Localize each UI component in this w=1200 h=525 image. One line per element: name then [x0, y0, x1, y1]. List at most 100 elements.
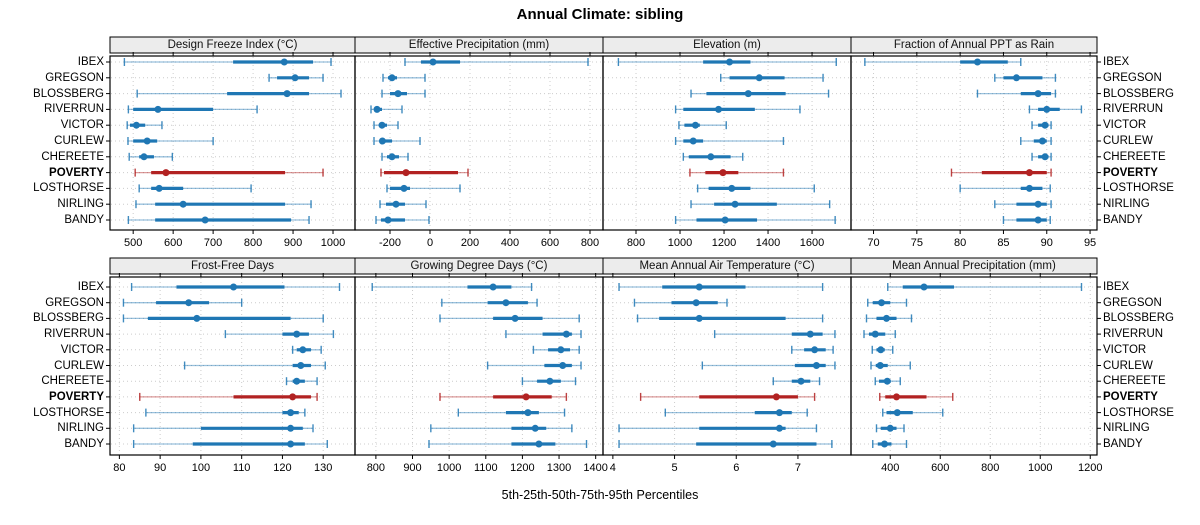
series-chereete	[521, 377, 577, 386]
median-dot	[384, 216, 392, 224]
series-ibex	[123, 58, 332, 66]
median-dot	[299, 346, 307, 354]
site-label-left-curlew: CURLEW	[54, 135, 104, 147]
series-curlew	[701, 361, 836, 370]
series-bandy	[428, 440, 588, 448]
median-dot	[1043, 105, 1051, 113]
site-label-right-poverty: POVERTY	[1103, 390, 1158, 403]
axis-tick-label: 1400	[755, 237, 781, 249]
median-dot	[287, 424, 295, 432]
axis-tick-label: 120	[273, 462, 292, 474]
median-dot	[886, 424, 894, 432]
site-label-right-nirling: NIRLING	[1103, 422, 1150, 435]
series-gregson	[268, 73, 324, 82]
median-dot	[744, 90, 752, 98]
panel-header: Frost-Free Days	[190, 260, 275, 272]
axis-tick-label: 95	[1083, 237, 1097, 249]
series-victor	[678, 121, 727, 130]
series-gregson	[382, 73, 426, 82]
series-riverrun	[674, 105, 801, 114]
median-dot	[881, 440, 888, 448]
series-gregson	[122, 298, 243, 307]
axis-tick-label: 400	[500, 237, 520, 249]
median-dot	[293, 330, 301, 338]
site-label-left-blossberg: BLOSSBERG	[33, 87, 104, 100]
axis-tick-label: 7	[794, 462, 801, 474]
axis-tick-label: 1400	[583, 462, 608, 474]
axis-tick-label: 90	[1040, 237, 1053, 249]
site-label-left-victor: VICTOR	[60, 343, 104, 356]
site-label-right-poverty: POVERTY	[1103, 166, 1158, 179]
median-dot	[546, 377, 554, 385]
axis-tick-label: 1000	[436, 462, 462, 474]
site-label-left-nirling: NIRLING	[57, 198, 104, 211]
median-dot	[201, 216, 209, 224]
series-curlew	[183, 361, 326, 370]
site-label-left-riverrun: RIVERRUN	[43, 103, 104, 116]
axis-tick-label: 800	[366, 462, 386, 474]
panel-effective-precipitation-mm	[354, 36, 604, 234]
median-dot	[531, 424, 539, 432]
median-dot	[1034, 216, 1042, 224]
median-dot	[132, 121, 140, 129]
series-chereete	[874, 377, 901, 386]
median-dot	[557, 346, 565, 354]
site-label-right-gregson: GREGSON	[1103, 71, 1162, 84]
median-dot	[797, 377, 805, 385]
site-label-left-ibex: IBEX	[77, 56, 104, 68]
axis-tick-label: 1000	[320, 237, 346, 249]
axis-tick-label: 1200	[1078, 462, 1103, 474]
panel-border	[850, 55, 1098, 231]
series-poverty	[950, 168, 1052, 177]
median-dot	[1034, 200, 1042, 208]
series-bandy	[618, 440, 833, 448]
median-dot	[755, 74, 763, 82]
series-nirling	[994, 200, 1052, 209]
panel-strip	[850, 257, 1098, 275]
series-blossberg	[381, 89, 426, 98]
median-dot	[193, 314, 201, 322]
median-dot	[1025, 184, 1033, 192]
series-victor	[532, 345, 580, 354]
median-dot	[1038, 137, 1046, 145]
series-ibex	[371, 283, 533, 291]
site-label-left-nirling: NIRLING	[57, 422, 104, 435]
series-poverty	[689, 168, 785, 177]
axis-tick-label: 700	[203, 237, 223, 249]
series-bandy	[375, 216, 430, 224]
median-dot	[511, 314, 519, 322]
axis-tick-label: 600	[931, 462, 950, 474]
site-label-right-gregson: GREGSON	[1103, 296, 1162, 309]
axis-tick-label: 1000	[667, 237, 693, 249]
axis-tick-label: 110	[232, 462, 251, 474]
series-curlew	[1020, 137, 1052, 145]
series-chereete	[285, 377, 318, 386]
axis-tick-label: 600	[540, 237, 560, 249]
median-dot	[400, 184, 408, 192]
panel-frost-free-days	[106, 257, 356, 459]
axis-tick-label: 800	[626, 237, 646, 249]
median-dot	[388, 74, 396, 82]
axis-tick-label: 900	[403, 462, 422, 474]
axis-tick-label: 600	[163, 237, 183, 249]
median-dot	[695, 283, 703, 291]
series-ibex	[887, 283, 1083, 291]
median-dot	[179, 200, 187, 208]
panel-design-freeze-index-c	[106, 36, 356, 234]
series-riverrun	[863, 330, 896, 339]
median-dot	[287, 409, 295, 417]
median-dot	[883, 314, 890, 322]
axis-tick-label: 85	[997, 237, 1010, 249]
series-victor	[373, 121, 399, 130]
median-dot	[373, 105, 381, 113]
series-ibex	[617, 58, 837, 66]
panel-border	[850, 276, 1098, 456]
site-label-right-losthorse: LOSTHORSE	[1103, 406, 1174, 419]
series-ibex	[130, 283, 341, 291]
median-dot	[1041, 121, 1049, 129]
median-dot	[289, 393, 297, 401]
site-label-left-blossberg: BLOSSBERG	[33, 312, 104, 325]
site-label-right-losthorse: LOSTHORSE	[1103, 182, 1174, 195]
